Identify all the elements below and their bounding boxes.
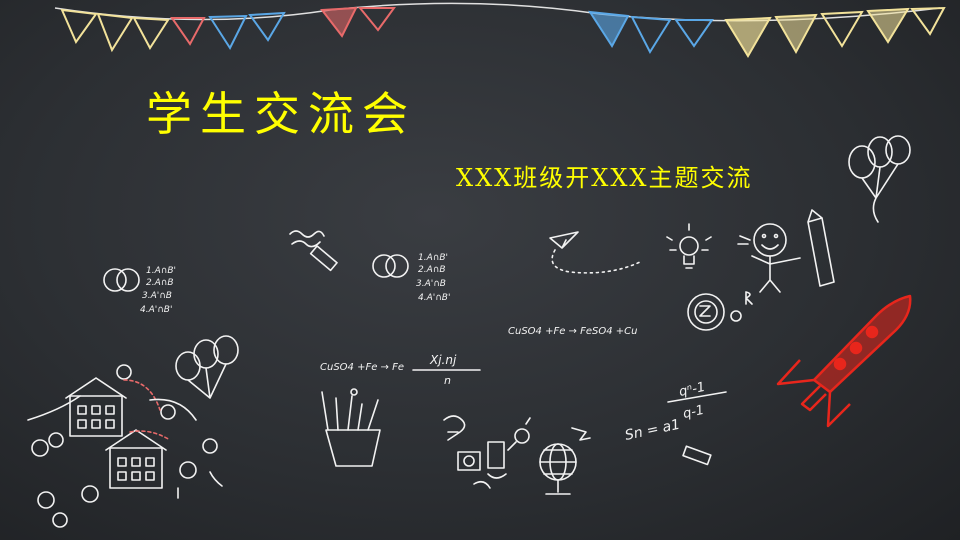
flag bbox=[820, 10, 864, 48]
flag bbox=[248, 11, 286, 42]
series-formula-denominator: q-1 bbox=[682, 403, 706, 422]
venn-labels-right: 1.A∩B' 2.A∩B 3.A'∩B 4.A'∩B' bbox=[416, 253, 450, 303]
flag bbox=[357, 7, 396, 32]
venn-label: 4.A'∩B' bbox=[418, 293, 450, 303]
chemistry-equation: CuSO4 +Fe → FeSO4 +Cu bbox=[508, 326, 637, 337]
venn-label: 1.A∩B' bbox=[418, 253, 448, 263]
flag bbox=[630, 15, 672, 55]
slide-subtitle: XXX班级开XXX主题交流 bbox=[456, 164, 753, 192]
venn-diagram-icon bbox=[372, 254, 409, 278]
flag bbox=[588, 10, 630, 48]
light-bulb-icon bbox=[666, 223, 712, 269]
camera-icon bbox=[457, 441, 507, 489]
venn-label: 3.A'∩B bbox=[416, 279, 446, 289]
flag bbox=[208, 14, 248, 51]
flag bbox=[96, 12, 134, 53]
slide-title: 学生交流会 bbox=[146, 87, 416, 141]
venn-label: 3.A'∩B bbox=[142, 291, 172, 301]
fraction-denominator: n bbox=[444, 374, 451, 387]
fraction-numerator: Xj.nj bbox=[429, 353, 457, 367]
venn-diagram-icon bbox=[103, 268, 140, 292]
venn-label: 1.A∩B' bbox=[146, 266, 176, 276]
paper-plane-icon bbox=[549, 231, 641, 274]
globe-icon bbox=[539, 443, 577, 495]
smiley-face-icon bbox=[737, 209, 835, 293]
series-formula-numerator: qⁿ-1 bbox=[678, 380, 707, 400]
pencil-cup-icon bbox=[321, 388, 381, 467]
flag bbox=[674, 19, 714, 48]
chalk-icon bbox=[289, 230, 338, 272]
balloons-icon bbox=[848, 135, 911, 223]
atom-icon bbox=[687, 291, 753, 331]
bunting-flags bbox=[54, 2, 946, 58]
sparkle-icon bbox=[571, 427, 591, 441]
venn-label: 2.A∩B bbox=[418, 265, 446, 275]
venn-label: 4.A'∩B' bbox=[140, 305, 172, 315]
balloons-icon bbox=[175, 335, 239, 399]
flag bbox=[724, 16, 772, 58]
flag bbox=[774, 13, 818, 55]
flag bbox=[60, 8, 98, 45]
flag bbox=[132, 16, 170, 50]
flag bbox=[320, 6, 358, 38]
flag bbox=[170, 17, 206, 46]
glue-stick-icon bbox=[682, 445, 712, 466]
venn-label: 2.A∩B bbox=[146, 278, 174, 288]
magnifier-icon bbox=[507, 417, 531, 451]
flag bbox=[910, 6, 946, 36]
rocket-icon bbox=[776, 294, 912, 428]
venn-labels-left: 1.A∩B' 2.A∩B 3.A'∩B 4.A'∩B' bbox=[140, 266, 176, 315]
paper-clip-icon bbox=[443, 415, 466, 441]
town-illustration bbox=[27, 364, 223, 528]
series-formula-lhs: Sn = a1 bbox=[624, 417, 682, 444]
flag bbox=[866, 7, 910, 44]
chemistry-equation-partial: CuSO4 +Fe → Fe bbox=[320, 362, 404, 373]
